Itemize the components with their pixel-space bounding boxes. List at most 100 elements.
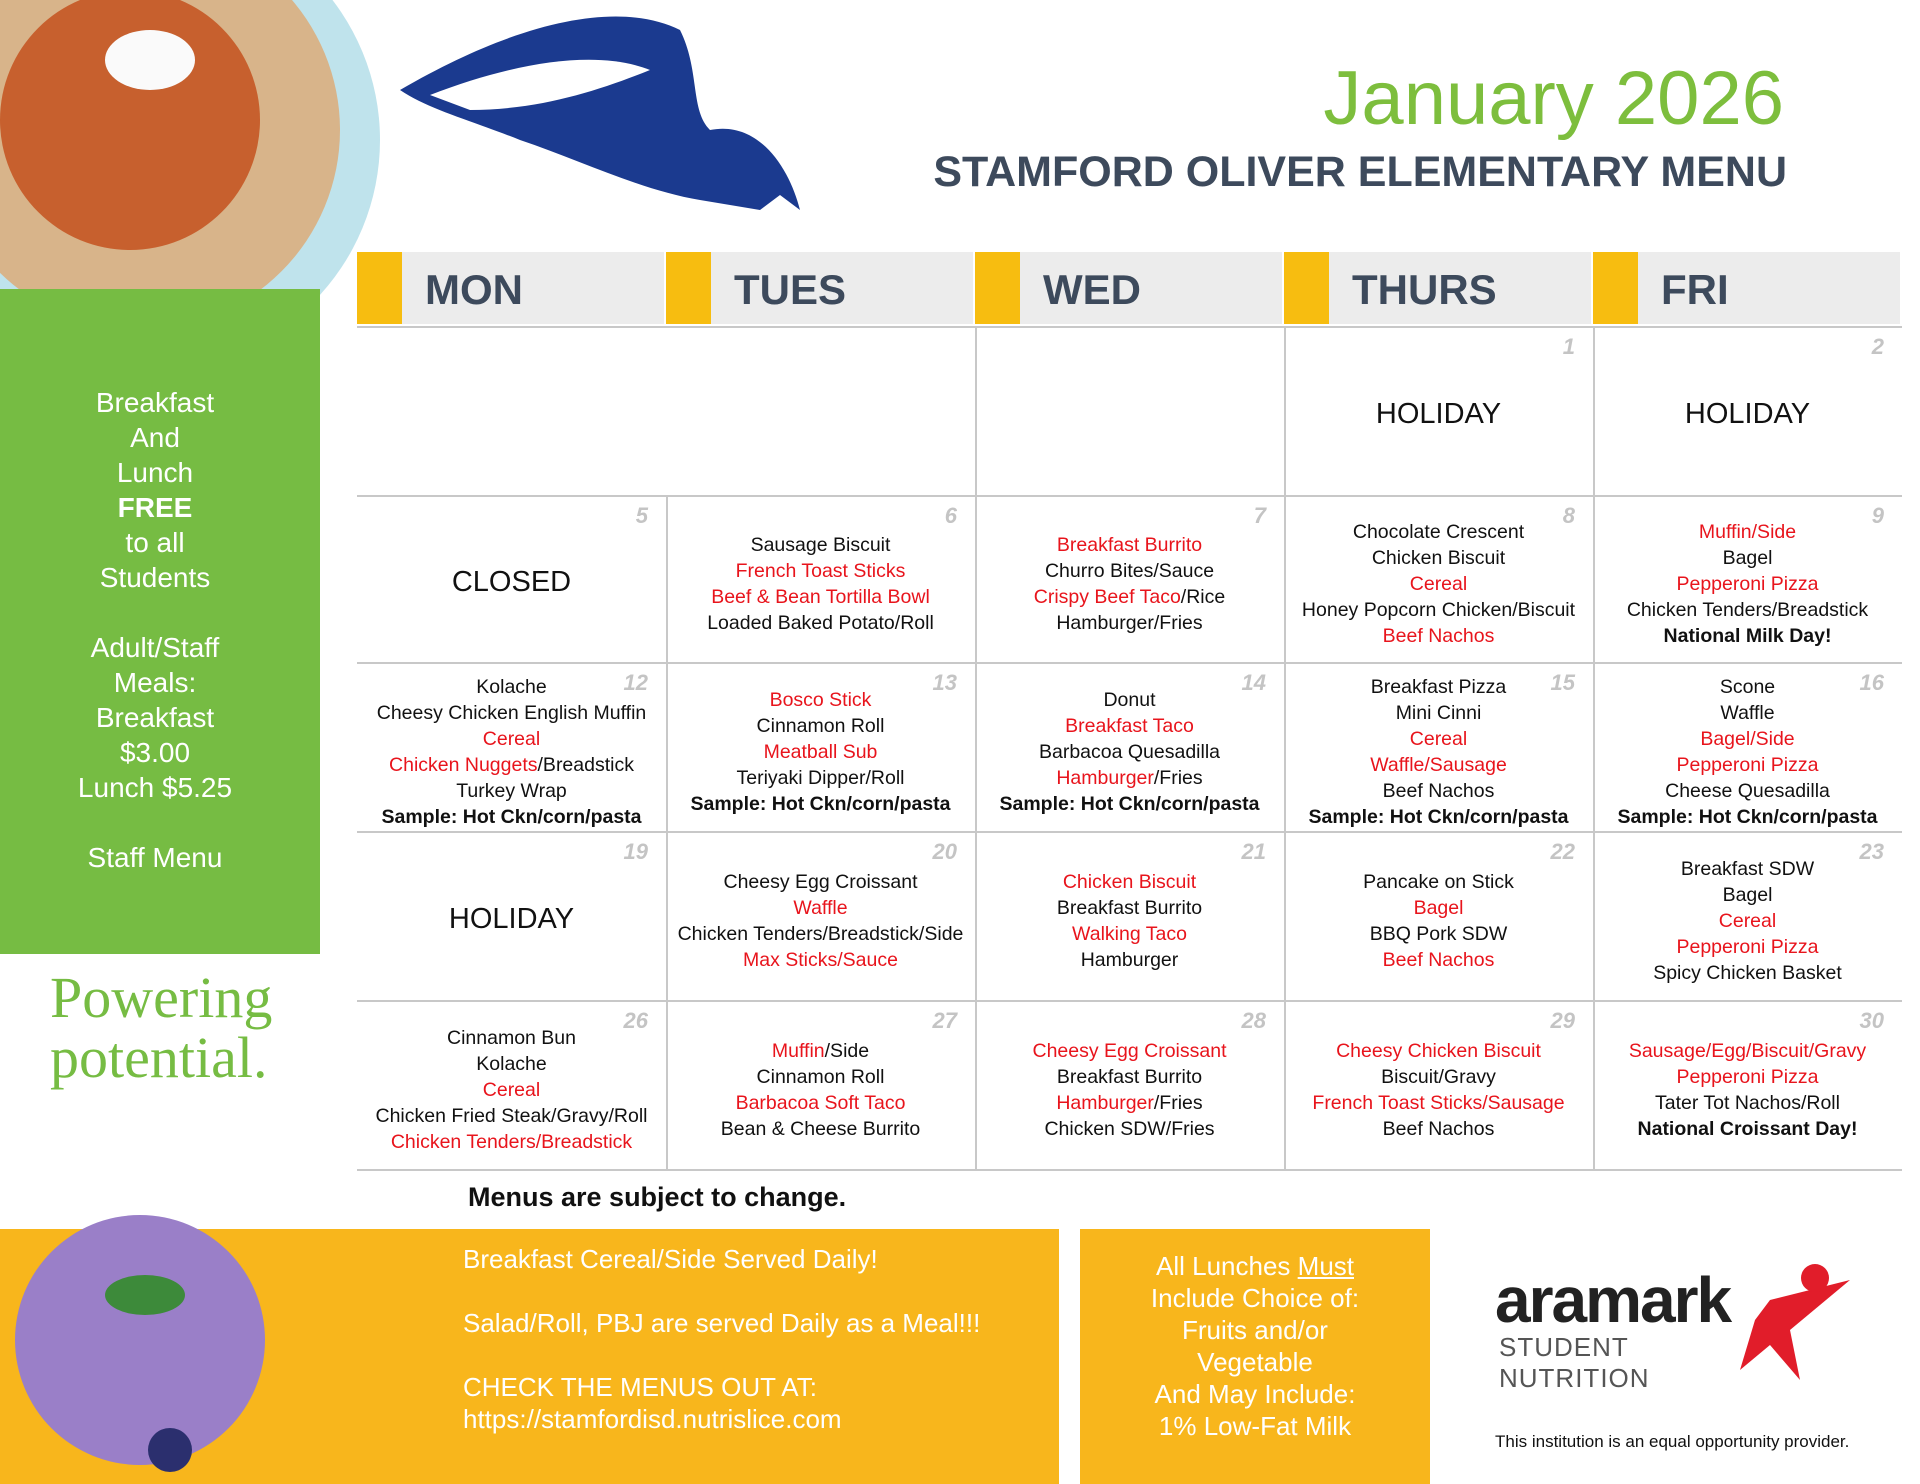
text-run: Sausage/Egg/Biscuit/Gravy <box>1628 1039 1867 1062</box>
text-run: Staff Menu <box>87 842 223 873</box>
text-run: Muffin <box>771 1039 825 1062</box>
text-run: French Toast Sticks <box>735 559 906 582</box>
info-line: Breakfast Cereal/Side Served Daily! <box>463 1244 878 1274</box>
text-run: Breakfast <box>95 387 215 418</box>
text-run: And <box>130 422 180 453</box>
text-run: Breakfast SDW <box>1680 857 1815 880</box>
text-run: Max Sticks/Sauce <box>743 948 898 971</box>
text-run: Chicken Tenders/Breadstick <box>1626 598 1869 621</box>
text-run: Pepperoni Pizza <box>1676 572 1819 595</box>
line: Loaded Baked Potato/Roll <box>707 610 934 636</box>
line: Cinnamon Bun <box>447 1025 576 1051</box>
text-run: Sample: Hot Ckn/corn/pasta <box>690 792 951 815</box>
day-name: THURS <box>1352 266 1497 313</box>
text-run: Donut <box>1103 688 1156 711</box>
text-run: Lunch $5.25 <box>77 772 233 803</box>
text-run: Cereal <box>1409 572 1468 595</box>
line: Cheesy Egg Croissant <box>723 869 917 895</box>
date-number: 23 <box>1859 839 1884 864</box>
line: $3.00 <box>0 735 310 770</box>
line: Chicken Tenders/Breadstick/Side <box>678 921 964 947</box>
text-run: Bagel <box>1722 546 1773 569</box>
slogan-line: potential. <box>50 1025 268 1090</box>
text-run: Lunch <box>116 457 194 488</box>
brand-line: NUTRITION <box>1499 1363 1650 1393</box>
text-run: Meals: <box>113 667 197 698</box>
date-number: 12 <box>623 670 648 695</box>
line: Lunch <box>0 455 310 490</box>
grid-line <box>357 662 1902 664</box>
day-cell <box>975 326 1284 495</box>
line: And May Include: <box>1080 1378 1430 1410</box>
day-cell <box>666 326 975 495</box>
line: Kolache <box>476 1051 546 1077</box>
text-run: Pepperoni Pizza <box>1676 753 1819 776</box>
line: HOLIDAY <box>1685 400 1810 430</box>
text-run: Breakfast Pizza <box>1370 675 1507 698</box>
date-number: 14 <box>1241 670 1266 695</box>
day-cell: 7 Breakfast Burrito Churro Bites/Sauce Cris… <box>975 495 1284 662</box>
text-run: Vegetable <box>1197 1347 1313 1377</box>
text-run: Beef Nachos <box>1382 779 1495 802</box>
day-cell: 15 Breakfast Pizza Mini Cinni Cereal Waffle/… <box>1284 662 1593 831</box>
text-run: Beef & Bean Tortilla Bowl <box>711 585 930 608</box>
text-run: Pancake on Stick <box>1363 870 1514 893</box>
line: Pepperoni Pizza <box>1676 1064 1818 1090</box>
date-number: 2 <box>1871 334 1884 359</box>
text-run: Mini Cinni <box>1395 701 1482 724</box>
text-run: Cereal <box>482 727 541 750</box>
line: Sample: Hot Ckn/corn/pasta <box>999 791 1259 817</box>
text-run: Honey Popcorn Chicken/Biscuit <box>1301 598 1576 621</box>
text-run: Chicken Tenders/Breadstick <box>390 1130 633 1153</box>
line: Beef Nachos <box>1383 778 1495 804</box>
day-accent <box>1284 252 1329 324</box>
line: Sausage/Egg/Biscuit/Gravy <box>1629 1038 1866 1064</box>
day-cell: 29 Cheesy Chicken Biscuit Biscuit/Gravy Fre… <box>1284 1000 1593 1169</box>
day-cell: 14 Donut Breakfast Taco Barbacoa Quesadilla… <box>975 662 1284 831</box>
day-cell: 1 HOLIDAY <box>1284 326 1593 495</box>
day-header: TUES <box>666 252 973 324</box>
text-run: Breakfast Burrito <box>1056 1065 1203 1088</box>
line: Muffin/Side <box>1699 519 1796 545</box>
line: Lunch $5.25 <box>0 770 310 805</box>
text-run: Breakfast <box>95 702 215 733</box>
text-run: Bean & Cheese Burrito <box>720 1117 921 1140</box>
line: Chicken Nuggets/Breadstick <box>389 752 634 778</box>
line: Hamburger/Fries <box>1056 610 1202 636</box>
grid-line <box>357 495 1902 497</box>
text-run: Chocolate Crescent <box>1352 520 1525 543</box>
text-run: Barbacoa Soft Taco <box>735 1091 906 1114</box>
brand-line: STUDENT <box>1499 1332 1629 1362</box>
date-number: 29 <box>1550 1008 1575 1033</box>
line: Chicken Biscuit <box>1372 545 1505 571</box>
line: Spicy Chicken Basket <box>1653 960 1842 986</box>
day-header: WED <box>975 252 1282 324</box>
text-run: National Milk Day! <box>1663 624 1832 647</box>
text-run: Turkey Wrap <box>456 779 567 802</box>
text-run: Meatball Sub <box>763 740 878 763</box>
line: Breakfast SDW <box>1681 856 1814 882</box>
date-number: 28 <box>1241 1008 1266 1033</box>
line: Muffin/Side <box>772 1038 869 1064</box>
day-accent <box>666 252 711 324</box>
line: Breakfast <box>0 700 310 735</box>
date-number: 13 <box>932 670 957 695</box>
text-run: All Lunches <box>1156 1251 1298 1281</box>
text-run: Beef Nachos <box>1382 948 1495 971</box>
line: Cinnamon Roll <box>757 1064 885 1090</box>
line: Cereal <box>483 726 540 752</box>
line: HOLIDAY <box>449 905 574 935</box>
text-run: Scone <box>1719 675 1776 698</box>
text-run: Cheesy Chicken Biscuit <box>1336 1039 1541 1062</box>
line: Honey Popcorn Chicken/Biscuit <box>1302 597 1575 623</box>
line: FREE <box>0 490 310 525</box>
line: Biscuit/Gravy <box>1381 1064 1496 1090</box>
date-number: 7 <box>1253 503 1266 528</box>
line: Fruits and/or <box>1080 1314 1430 1346</box>
text-run: to all <box>125 527 185 558</box>
info-line: CHECK THE MENUS OUT AT: <box>463 1372 817 1402</box>
text-run: Teriyaki Dipper/Roll <box>736 766 905 789</box>
line: Include Choice of: <box>1080 1282 1430 1314</box>
line: Staff Menu <box>0 840 310 875</box>
text-run: Cereal <box>1718 909 1777 932</box>
